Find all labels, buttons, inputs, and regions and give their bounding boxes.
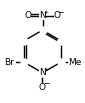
Text: N: N xyxy=(39,11,46,20)
Text: O: O xyxy=(54,11,61,20)
Text: +: + xyxy=(43,10,49,15)
Text: Me: Me xyxy=(68,58,81,67)
Text: O: O xyxy=(39,83,46,92)
Text: −: − xyxy=(43,80,49,89)
Text: −: − xyxy=(57,8,64,17)
Text: O: O xyxy=(24,11,31,20)
Text: Br: Br xyxy=(5,58,14,67)
Text: +: + xyxy=(44,67,49,72)
Text: N: N xyxy=(39,68,46,77)
